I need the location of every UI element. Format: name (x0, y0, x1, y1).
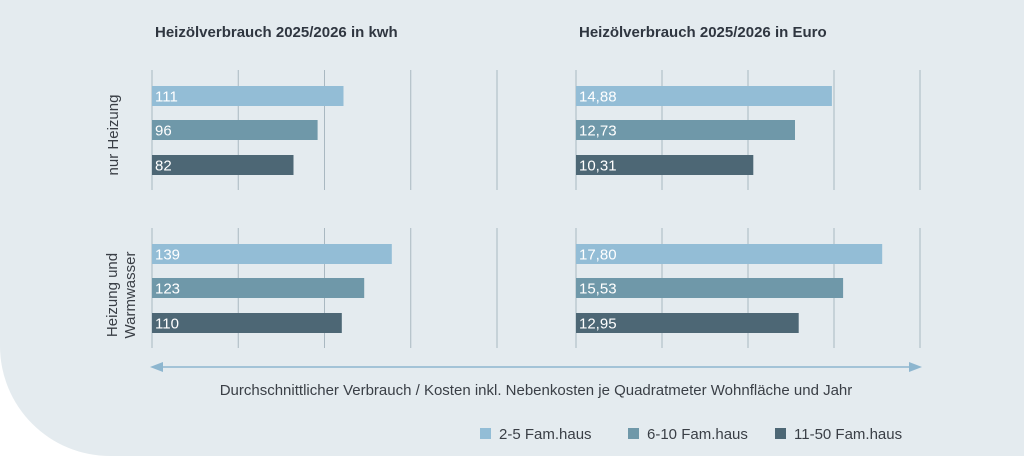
bar-label-2-2-2: 15,53 (579, 281, 617, 298)
legend-label-2: 6-10 Fam.haus (647, 426, 748, 443)
bar-2-2-3 (576, 313, 799, 333)
row-label-heizung-und: Heizung und (104, 253, 121, 337)
bar-label-2-2-1: 17,80 (579, 247, 617, 264)
bar-label-1-2-2: 123 (155, 281, 180, 298)
bar-label-1-1-1: 111 (155, 89, 178, 106)
legend-label-1: 2-5 Fam.haus (499, 426, 592, 443)
bar-1-2-1 (152, 244, 392, 264)
bar-1-2-2 (152, 278, 365, 298)
legend-label-3: 11-50 Fam.haus (794, 426, 902, 443)
bar-label-2-1-1: 14,88 (579, 89, 617, 106)
bar-2-2-2 (576, 278, 844, 298)
axis-caption: Durchschnittlicher Verbrauch / Kosten in… (220, 382, 853, 399)
bar-1-1-3 (152, 155, 294, 175)
bar-label-1-1-2: 96 (155, 123, 172, 140)
arrow-left-head (150, 362, 163, 372)
bar-label-2-1-2: 12,73 (579, 123, 617, 140)
chart-title-2: Heizölverbrauch 2025/2026 in Euro (579, 24, 827, 41)
bar-1-1-2 (152, 120, 318, 140)
bar-2-1-1 (576, 86, 832, 106)
legend-swatch-3 (775, 428, 786, 439)
bar-label-1-2-1: 139 (155, 247, 180, 264)
bar-label-1-1-3: 82 (155, 158, 172, 175)
bar-label-1-2-3: 110 (155, 316, 179, 333)
bar-2-1-2 (576, 120, 795, 140)
bar-2-2-1 (576, 244, 883, 264)
bar-label-2-1-3: 10,31 (579, 158, 617, 175)
bar-1-1-1 (152, 86, 344, 106)
row-label-nur-heizung: nur Heizung (105, 95, 122, 176)
row-label-warmwasser: Warmwasser (122, 252, 139, 339)
bar-2-1-3 (576, 155, 754, 175)
chart-title-1: Heizölverbrauch 2025/2026 in kwh (155, 24, 398, 41)
legend-swatch-2 (628, 428, 639, 439)
bar-label-2-2-3: 12,95 (579, 316, 617, 333)
arrow-right-head (909, 362, 922, 372)
legend-swatch-1 (480, 428, 491, 439)
bar-1-2-3 (152, 313, 342, 333)
